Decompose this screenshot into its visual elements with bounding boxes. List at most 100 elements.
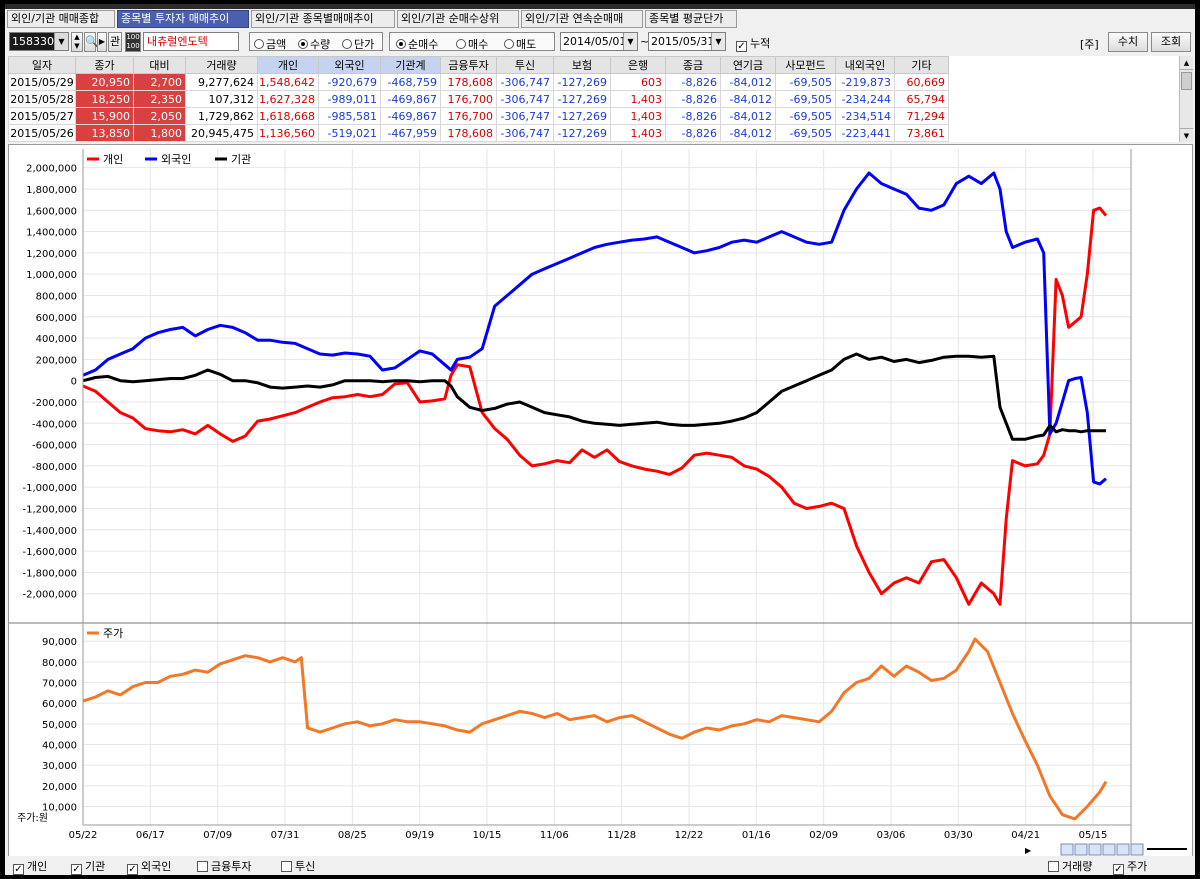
table-cell: 603 xyxy=(610,73,666,91)
search-icon[interactable]: 🔍 xyxy=(84,32,99,52)
column-header[interactable]: 외국인 xyxy=(318,56,381,74)
table-cell: -69,505 xyxy=(775,90,836,108)
scroll-up-icon[interactable]: ▲ xyxy=(1180,56,1193,70)
check-foreign[interactable]: ✓ 외국인 xyxy=(127,858,171,875)
table-cell: 2015/05/27 xyxy=(8,107,76,125)
table-cell: -468,759 xyxy=(380,73,441,91)
column-header[interactable]: 사모펀드 xyxy=(775,56,836,74)
cumulative-checkbox[interactable]: ✓ 누적 xyxy=(736,35,770,52)
radio-dot xyxy=(254,39,264,49)
table-row[interactable]: 2015/05/27 15,900 2,050 1,729,862 1,618,668-… xyxy=(8,107,949,125)
column-header[interactable]: 보험 xyxy=(553,56,611,74)
tab-trading-summary[interactable]: 외인/기관 매매종합 xyxy=(7,10,115,28)
column-header[interactable]: 투신 xyxy=(496,56,554,74)
x-tick-label: 04/21 xyxy=(1011,830,1040,841)
check-volume[interactable]: 거래량 xyxy=(1048,858,1092,874)
y-tick-label: 1,400,000 xyxy=(26,228,77,239)
column-header[interactable]: 연기금 xyxy=(720,56,776,74)
x-tick-label: 11/06 xyxy=(540,830,569,841)
list-icon[interactable] xyxy=(1116,843,1130,856)
table-cell: 60,669 xyxy=(894,73,949,91)
table-row[interactable]: 2015/05/26 13,850 1,800 20,945,475 1,136,560… xyxy=(8,124,949,142)
ratio-icon[interactable]: 100 100 xyxy=(125,32,141,52)
check-trust[interactable]: 투신 xyxy=(281,858,315,874)
table-cell: 1,136,560 xyxy=(257,124,319,142)
column-header[interactable]: 기관계 xyxy=(380,56,441,74)
radio-net-buy[interactable]: 순매수 xyxy=(396,36,438,52)
tab-stock-trend[interactable]: 외인/기관 종목별매매추이 xyxy=(251,10,395,28)
column-header[interactable]: 금융투자 xyxy=(440,56,497,74)
table-cell: -8,826 xyxy=(665,90,721,108)
zoom-in-icon[interactable] xyxy=(1060,843,1074,856)
stepper-icon[interactable]: ▲ ▼ xyxy=(71,32,83,52)
scroll-thumb[interactable] xyxy=(1181,72,1192,90)
radio-label: 매수 xyxy=(468,38,489,51)
check-financial-investment[interactable]: 금융투자 xyxy=(197,858,251,874)
legend-label: 기관 xyxy=(231,153,251,166)
legend-label: 주가 xyxy=(103,627,123,640)
play-icon[interactable]: ▶ xyxy=(97,32,107,52)
y-tick-label: -2,000,000 xyxy=(22,590,77,601)
scroll-down-icon[interactable]: ▼ xyxy=(1180,128,1193,142)
pencil-icon[interactable] xyxy=(1074,843,1088,856)
checkbox-icon: ✓ xyxy=(736,41,747,52)
refresh-icon[interactable] xyxy=(1130,843,1144,856)
vertical-scrollbar[interactable]: ▲ ▼ xyxy=(1179,56,1193,142)
table-cell: -469,867 xyxy=(380,90,441,108)
table-cell: 20,945,475 xyxy=(185,124,258,142)
price-unit-label: 주가:원 xyxy=(17,812,48,824)
chevron-down-icon[interactable]: ▼ xyxy=(623,33,637,50)
chevron-down-icon[interactable]: ▼ xyxy=(711,33,725,50)
column-header[interactable]: 일자 xyxy=(8,56,76,74)
chevron-down-icon[interactable]: ▼ xyxy=(54,33,68,50)
check-label: 금융투자 xyxy=(211,860,252,873)
table-cell: 178,608 xyxy=(440,73,497,91)
y-tick-label: 0 xyxy=(71,377,77,388)
radio-amount[interactable]: 금액 xyxy=(254,36,286,52)
column-header[interactable]: 기타 xyxy=(894,56,949,74)
tab-average-price[interactable]: 종목별 평균단가 xyxy=(645,10,737,28)
table-row[interactable]: 2015/05/28 18,250 2,350 107,312 1,627,328 -98… xyxy=(8,90,949,108)
table-cell: -69,505 xyxy=(775,73,836,91)
radio-unit-price[interactable]: 단가 xyxy=(342,36,374,52)
table-cell: -8,826 xyxy=(665,73,721,91)
radio-label: 수량 xyxy=(310,38,331,51)
y-tick-label: 600,000 xyxy=(36,313,77,324)
stock-code-input[interactable]: 158330 ▼ xyxy=(9,32,69,51)
tab-investor-trend[interactable]: 종목별 투자자 매매추이 xyxy=(117,10,249,28)
date-to-field[interactable]: 2015/05/31 ▼ xyxy=(648,32,726,51)
column-header[interactable]: 종가 xyxy=(75,56,134,74)
tab-consecutive[interactable]: 외인/기관 연속순매매 xyxy=(521,10,643,28)
check-price[interactable]: ✓ 주가 xyxy=(1113,858,1147,875)
chart-icon[interactable] xyxy=(1088,843,1102,856)
table-cell: 1,729,862 xyxy=(185,107,258,125)
column-header[interactable]: 개인 xyxy=(257,56,319,74)
tab-bar: 외인/기관 매매종합 종목별 투자자 매매추이 외인/기관 종목별매매추이 외인… xyxy=(5,10,1195,28)
table-cell: 176,700 xyxy=(440,107,497,125)
column-header[interactable]: 내외국인 xyxy=(835,56,895,74)
tab-net-buy-top[interactable]: 외인/기관 순매수상위 xyxy=(397,10,519,28)
y-tick-label: 20,000 xyxy=(42,782,77,793)
table-cell: -127,269 xyxy=(553,90,611,108)
radio-buy[interactable]: 매수 xyxy=(456,36,488,52)
column-header[interactable]: 은행 xyxy=(610,56,666,74)
query-button[interactable]: 조회 xyxy=(1151,32,1191,52)
column-header[interactable]: 거래량 xyxy=(185,56,258,74)
date-from-field[interactable]: 2014/05/01 ▼ xyxy=(560,32,638,51)
check-individual[interactable]: ✓ 개인 xyxy=(13,858,47,875)
check-label: 거래량 xyxy=(1062,860,1093,873)
related-button[interactable]: 관 xyxy=(108,32,122,52)
bottom-bar: ✓ 개인 ✓ 기관 ✓ 외국인 금융투자 투신 거래량 ✓ 주가 xyxy=(5,856,1195,875)
radio-quantity[interactable]: 수량 xyxy=(298,36,330,52)
table-row[interactable]: 2015/05/29 20,950 2,700 9,277,624 1,548,642-… xyxy=(8,73,949,91)
numeric-button[interactable]: 수치 xyxy=(1108,32,1148,52)
column-header[interactable]: 대비 xyxy=(133,56,186,74)
x-tick-label: 06/17 xyxy=(136,830,165,841)
zoom-out-icon[interactable] xyxy=(1102,843,1116,856)
radio-sell[interactable]: 매도 xyxy=(504,36,536,52)
date-from-value: 2014/05/01 xyxy=(563,35,627,48)
check-institution[interactable]: ✓ 기관 xyxy=(71,858,105,875)
column-header[interactable]: 종금 xyxy=(665,56,721,74)
checkbox-icon: ✓ xyxy=(13,864,24,875)
table-cell: 1,618,668 xyxy=(257,107,319,125)
